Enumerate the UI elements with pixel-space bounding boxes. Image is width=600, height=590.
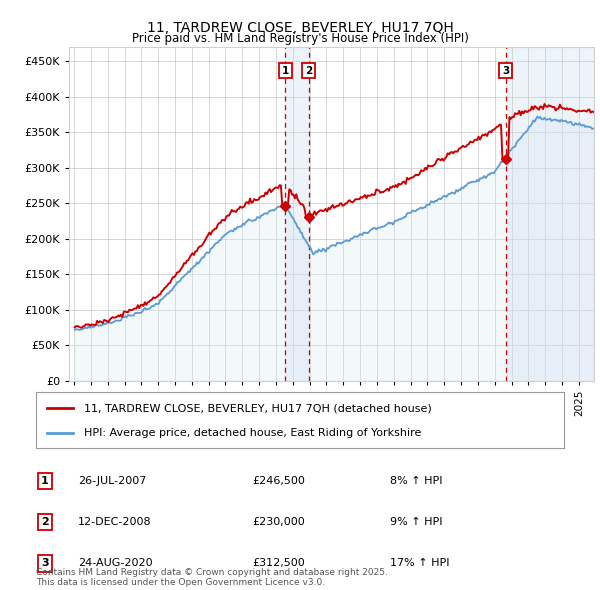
Text: 1: 1 (281, 65, 289, 76)
Text: 12-DEC-2008: 12-DEC-2008 (78, 517, 152, 527)
Text: 11, TARDREW CLOSE, BEVERLEY, HU17 7QH: 11, TARDREW CLOSE, BEVERLEY, HU17 7QH (146, 21, 454, 35)
Text: 1: 1 (41, 476, 49, 486)
Text: 3: 3 (502, 65, 509, 76)
Text: £312,500: £312,500 (252, 559, 305, 568)
Text: 8% ↑ HPI: 8% ↑ HPI (390, 476, 443, 486)
Text: 2: 2 (41, 517, 49, 527)
Text: Price paid vs. HM Land Registry's House Price Index (HPI): Price paid vs. HM Land Registry's House … (131, 32, 469, 45)
Text: 2: 2 (305, 65, 313, 76)
Text: 24-AUG-2020: 24-AUG-2020 (78, 559, 152, 568)
Text: 26-JUL-2007: 26-JUL-2007 (78, 476, 146, 486)
Text: 9% ↑ HPI: 9% ↑ HPI (390, 517, 443, 527)
Text: 17% ↑ HPI: 17% ↑ HPI (390, 559, 449, 568)
Text: Contains HM Land Registry data © Crown copyright and database right 2025.
This d: Contains HM Land Registry data © Crown c… (36, 568, 388, 587)
Text: £246,500: £246,500 (252, 476, 305, 486)
Text: HPI: Average price, detached house, East Riding of Yorkshire: HPI: Average price, detached house, East… (83, 428, 421, 438)
Text: £230,000: £230,000 (252, 517, 305, 527)
Text: 3: 3 (41, 559, 49, 568)
Text: 11, TARDREW CLOSE, BEVERLEY, HU17 7QH (detached house): 11, TARDREW CLOSE, BEVERLEY, HU17 7QH (d… (83, 403, 431, 413)
